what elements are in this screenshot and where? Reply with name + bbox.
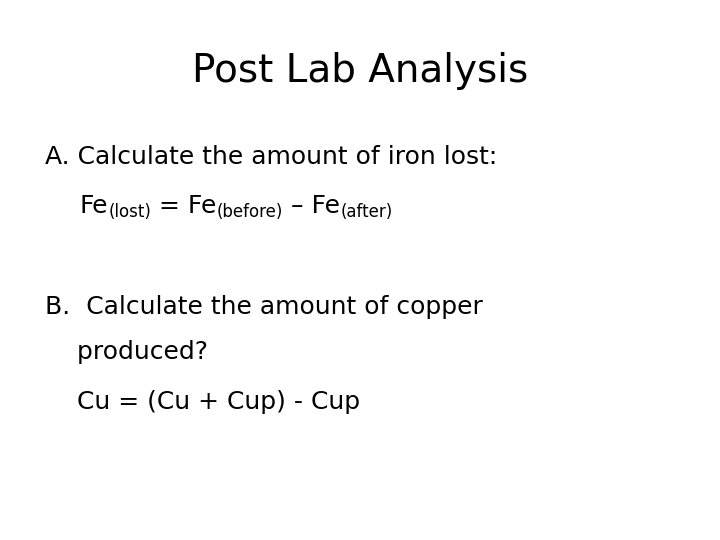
Text: produced?: produced?: [45, 340, 208, 364]
Text: Fe: Fe: [80, 194, 109, 218]
Text: – Fe: – Fe: [283, 194, 340, 218]
Text: Post Lab Analysis: Post Lab Analysis: [192, 52, 528, 90]
Text: B.  Calculate the amount of copper: B. Calculate the amount of copper: [45, 295, 483, 319]
Text: (before): (before): [217, 203, 283, 221]
Text: A. Calculate the amount of iron lost:: A. Calculate the amount of iron lost:: [45, 145, 498, 169]
Text: = Fe: = Fe: [151, 194, 217, 218]
Text: (after): (after): [340, 203, 392, 221]
Text: (lost): (lost): [109, 203, 151, 221]
Text: Cu = (Cu + Cup) - Cup: Cu = (Cu + Cup) - Cup: [45, 390, 360, 414]
